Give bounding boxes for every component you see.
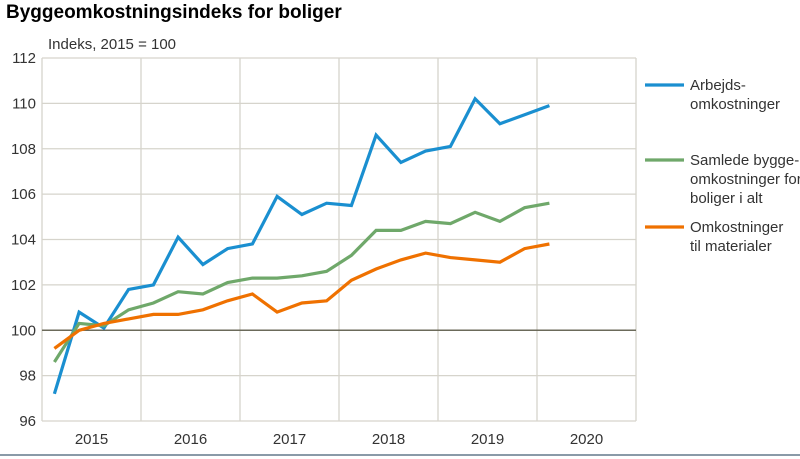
y-axis-label: Indeks, 2015 = 100 <box>48 36 176 53</box>
legend-label-3: Omkostninger <box>690 219 783 236</box>
y-tick-label: 106 <box>11 186 36 203</box>
series-line-1 <box>52 96 550 395</box>
y-tick-label: 104 <box>11 232 36 249</box>
x-tick-label: 2017 <box>273 431 306 448</box>
legend-label-2: Samlede bygge- <box>690 152 799 169</box>
y-tick-label: 112 <box>12 50 36 67</box>
series-line-2 <box>53 201 550 363</box>
x-tick-label: 2015 <box>75 431 108 448</box>
y-tick-label: 96 <box>19 413 36 430</box>
y-tick-label: 110 <box>12 95 36 112</box>
chart-title: Byggeomkostningsindeks for boliger <box>6 2 342 23</box>
legend-label-1: Arbejds- <box>690 77 746 94</box>
legend-label-2: omkostninger for <box>690 171 800 188</box>
x-tick-label: 2019 <box>471 431 504 448</box>
y-tick-label: 98 <box>19 368 36 385</box>
y-tick-label: 100 <box>11 322 36 339</box>
y-tick-label: 108 <box>11 141 36 158</box>
legend-label-1: omkostninger <box>690 96 780 113</box>
y-tick-label: 102 <box>11 277 36 294</box>
series-line-3 <box>53 242 550 350</box>
x-tick-label: 2020 <box>570 431 603 448</box>
legend-label-3: til materialer <box>690 238 772 255</box>
x-tick-label: 2018 <box>372 431 405 448</box>
legend-label-2: boliger i alt <box>690 190 763 207</box>
bottom-divider <box>0 454 800 456</box>
x-tick-label: 2016 <box>174 431 207 448</box>
